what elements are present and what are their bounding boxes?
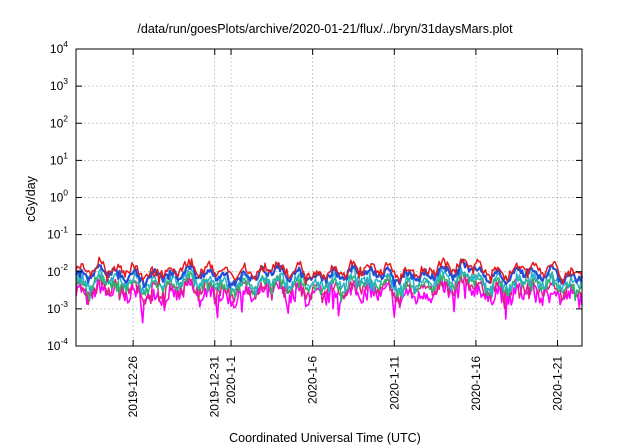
y-tick-base: 10 [47, 228, 61, 242]
y-tick-exponent: -1 [60, 225, 68, 235]
x-tick-label: 2020-1-21 [551, 356, 565, 411]
y-tick-label: 10-3 [47, 299, 68, 316]
y-tick-exponent: 1 [63, 150, 68, 160]
y-tick-exponent: -3 [60, 299, 68, 309]
x-axis-label: Coordinated Universal Time (UTC) [229, 431, 421, 445]
series-line [75, 266, 583, 299]
x-tick-labels: 2019-12-26 2019-12-31 2020-1-1 2020-1-6 2020… [126, 356, 564, 418]
y-tick-exponent: 2 [63, 113, 68, 123]
y-tick-label: 10-2 [47, 262, 68, 279]
x-tick-label: 2020-1-1 [224, 356, 238, 404]
y-tick-exponent: -4 [60, 336, 68, 346]
y-tick-base: 10 [47, 302, 61, 316]
y-tick-exponent: 4 [63, 39, 68, 49]
y-tick-label: 104 [50, 39, 68, 56]
x-tick-label: 2020-1-6 [306, 356, 320, 404]
y-tick-base: 10 [50, 191, 64, 205]
y-tick-base: 10 [50, 42, 64, 56]
x-tick-label: 2019-12-26 [126, 356, 140, 418]
x-tick-label: 2019-12-31 [208, 356, 222, 418]
y-tick-label: 102 [50, 113, 68, 130]
y-tick-base: 10 [50, 79, 64, 93]
y-tick-label: 10-4 [47, 336, 68, 353]
y-tick-label: 10-1 [47, 225, 68, 242]
x-tick-label: 2020-1-16 [469, 356, 483, 411]
plot-series [74, 256, 584, 324]
series-line [75, 256, 583, 286]
tick-marks [76, 48, 582, 347]
y-tick-label: 100 [50, 188, 68, 205]
y-tick-base: 10 [50, 116, 64, 130]
y-tick-base: 10 [47, 265, 61, 279]
y-tick-base: 10 [47, 339, 61, 353]
y-tick-label: 101 [50, 150, 68, 167]
y-tick-label: 103 [50, 76, 68, 93]
y-tick-exponent: -2 [60, 262, 68, 272]
y-tick-base: 10 [50, 153, 64, 167]
y-axis-label: cGy/day [24, 175, 38, 222]
chart-title: /data/run/goesPlots/archive/2020-01-21/f… [137, 22, 513, 36]
series-line [75, 276, 583, 324]
y-tick-exponent: 0 [63, 188, 68, 198]
x-tick-label: 2020-1-11 [387, 356, 401, 410]
y-tick-exponent: 3 [63, 76, 68, 86]
